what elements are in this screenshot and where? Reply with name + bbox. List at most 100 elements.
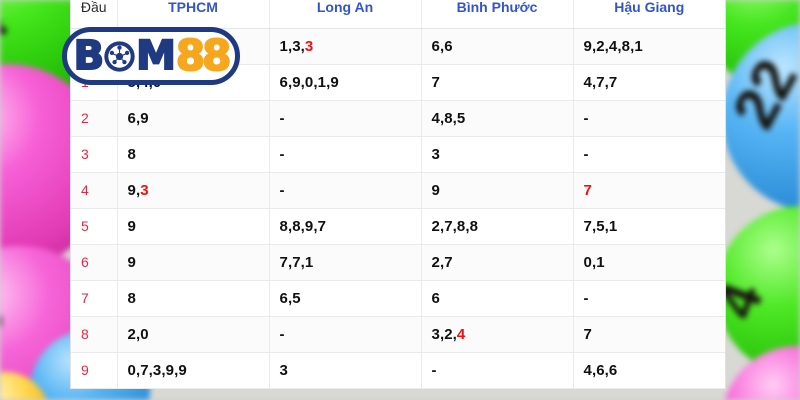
row-index-cell: 8 — [71, 316, 118, 353]
value-cell-binh-phuoc: 2,7,8,8 — [421, 208, 574, 245]
value-plain: 6,6 — [431, 37, 453, 55]
value-plain: - — [279, 325, 285, 343]
value-plain: 2,7 — [431, 253, 453, 271]
column-header-binh-phuoc[interactable]: Bình Phước — [421, 0, 574, 29]
value-cell-binh-phuoc: 2,7 — [421, 244, 574, 281]
value-plain: 4,7,7 — [583, 73, 618, 91]
value-cell-binh-phuoc: 3,2,4 — [421, 316, 574, 353]
value-plain: - — [279, 109, 285, 127]
value-cell-hau-giang: 9,2,4,8,1 — [573, 28, 725, 65]
logo-digits-88: 88 — [175, 31, 232, 80]
value-cell-tphcm: 8 — [117, 280, 270, 317]
value-plain: 8 — [127, 289, 136, 307]
soccer-ball-icon — [104, 40, 135, 72]
value-plain: 0,7,3,9,9 — [127, 361, 187, 379]
value-cell-hau-giang: 7 — [573, 316, 725, 353]
value-plain: 8,8,9,7 — [279, 217, 327, 235]
table-row: 7 8 6,5 6 - — [71, 280, 725, 317]
ball-number: 4 — [0, 5, 21, 57]
value-plain: - — [279, 181, 285, 199]
value-plain: 7 — [431, 73, 440, 91]
value-plain: 2,7,8,8 — [431, 217, 479, 235]
value-plain: - — [583, 289, 589, 307]
value-cell-hau-giang: 7,5,1 — [573, 208, 725, 245]
row-index-cell: 3 — [71, 136, 118, 173]
row-index-cell: 4 — [71, 172, 118, 209]
value-cell-tphcm: 2,0 — [117, 316, 270, 353]
column-header-long-an[interactable]: Long An — [269, 0, 422, 29]
value-cell-tphcm: 0,7,3,9,9 — [117, 352, 270, 389]
value-cell-hau-giang: - — [573, 100, 725, 137]
value-cell-binh-phuoc: - — [421, 352, 574, 389]
value-plain: 2,0 — [127, 325, 149, 343]
logo-letter-m: M — [135, 33, 177, 79]
lottery-results-panel: Đầu TPHCM Long An Bình Phước Hậu Giang 0… — [70, 0, 726, 389]
value-cell-binh-phuoc: 6 — [421, 280, 574, 317]
column-header-hau-giang[interactable]: Hậu Giang — [573, 0, 725, 29]
row-index-cell: 6 — [71, 244, 118, 281]
value-plain: - — [583, 145, 589, 163]
table-row: 9 0,7,3,9,9 3 - 4,6,6 — [71, 352, 725, 389]
value-plain: 6 — [431, 289, 440, 307]
table-header: Đầu TPHCM Long An Bình Phước Hậu Giang — [71, 0, 725, 29]
lottery-results-table: Đầu TPHCM Long An Bình Phước Hậu Giang 0… — [71, 0, 725, 389]
value-plain: 9,2,4,8,1 — [583, 37, 643, 55]
value-plain: 8 — [127, 145, 136, 163]
row-index-cell: 9 — [71, 352, 118, 389]
value-cell-long-an: 8,8,9,7 — [269, 208, 422, 245]
value-cell-long-an: 1,3,3 — [269, 28, 422, 65]
value-plain: - — [583, 109, 589, 127]
table-row: 5 9 8,8,9,7 2,7,8,8 7,5,1 — [71, 208, 725, 245]
value-cell-hau-giang: - — [573, 136, 725, 173]
value-cell-tphcm: 9 — [117, 208, 270, 245]
column-header-dau[interactable]: Đầu — [71, 0, 118, 29]
row-index-cell: 7 — [71, 280, 118, 317]
value-plain: - — [279, 145, 285, 163]
value-cell-long-an: - — [269, 136, 422, 173]
value-highlight-digit: 4 — [456, 325, 466, 343]
value-plain: 3 — [279, 361, 288, 379]
value-cell-long-an: - — [269, 172, 422, 209]
bom88-logo: B M 88 — [62, 27, 240, 85]
value-cell-hau-giang: 7 — [573, 172, 725, 209]
value-cell-hau-giang: - — [573, 280, 725, 317]
value-plain: 0,1 — [583, 253, 605, 271]
value-cell-tphcm: 6,9 — [117, 100, 270, 137]
value-cell-tphcm: 9 — [117, 244, 270, 281]
value-plain: 9 — [127, 253, 136, 271]
logo-letter-b: B — [73, 33, 105, 79]
value-cell-binh-phuoc: 6,6 — [421, 28, 574, 65]
value-cell-binh-phuoc: 3 — [421, 136, 574, 173]
value-highlight-digit: 3 — [304, 37, 314, 55]
ball-number: 10 — [0, 296, 18, 377]
value-cell-hau-giang: 4,7,7 — [573, 64, 725, 101]
ball-pink-bottom-right — [722, 346, 800, 400]
value-cell-tphcm: 8 — [117, 136, 270, 173]
value-plain: 6,9,0,1,9 — [279, 73, 339, 91]
value-plain: 3,2, — [431, 325, 457, 343]
value-plain: 4,8,5 — [431, 109, 466, 127]
value-plain: 4,6,6 — [583, 361, 618, 379]
value-cell-binh-phuoc: 7 — [421, 64, 574, 101]
value-plain: 9 — [127, 217, 136, 235]
value-plain: 9 — [431, 181, 440, 199]
value-cell-hau-giang: 4,6,6 — [573, 352, 725, 389]
value-highlight-digit: 7 — [583, 181, 592, 199]
table-row: 8 2,0 - 3,2,4 7 — [71, 316, 725, 353]
value-plain: 1,3, — [279, 37, 305, 55]
table-body: 01,3,36,69,2,4,8,115,4,06,9,0,1,974,7,72… — [71, 28, 725, 389]
value-plain: - — [431, 361, 437, 379]
column-header-tphcm[interactable]: TPHCM — [117, 0, 270, 29]
value-cell-hau-giang: 0,1 — [573, 244, 725, 281]
table-row: 2 6,9 - 4,8,5 - — [71, 100, 725, 137]
row-index-cell: 5 — [71, 208, 118, 245]
value-cell-long-an: 7,7,1 — [269, 244, 422, 281]
table-header-row: Đầu TPHCM Long An Bình Phước Hậu Giang — [71, 0, 725, 29]
value-cell-binh-phuoc: 9 — [421, 172, 574, 209]
value-plain: 7 — [583, 325, 592, 343]
value-cell-binh-phuoc: 4,8,5 — [421, 100, 574, 137]
value-cell-long-an: 6,9,0,1,9 — [269, 64, 422, 101]
value-plain: 6,9 — [127, 109, 149, 127]
